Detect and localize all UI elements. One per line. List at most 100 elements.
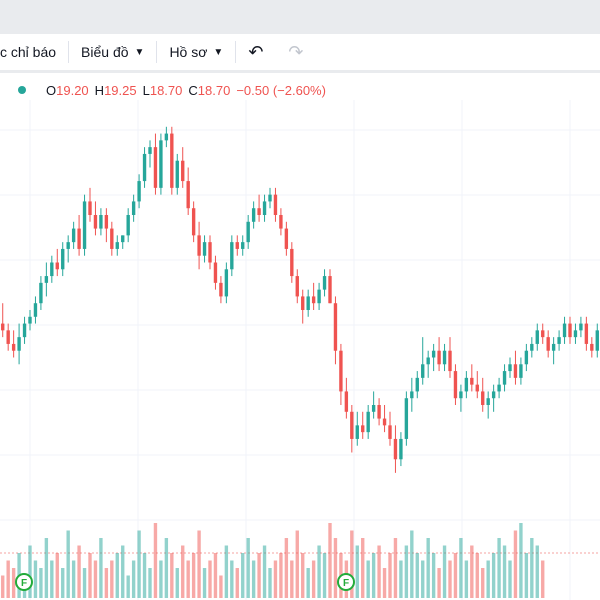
candle-down <box>88 201 92 215</box>
indicators-button[interactable]: c chỉ báo <box>0 34 56 70</box>
candle-up <box>251 208 256 222</box>
candle-down <box>290 248 294 277</box>
volume-bar <box>273 560 278 598</box>
volume-bar <box>115 553 119 598</box>
volume-bar <box>317 545 321 598</box>
candle-down <box>11 343 16 351</box>
volume-bar <box>464 560 469 598</box>
volume-bar <box>28 545 32 598</box>
volume-bar <box>535 545 539 598</box>
volume-bar <box>279 553 283 598</box>
volume-bar <box>126 575 130 598</box>
candle-up <box>579 323 583 331</box>
high-value: 19.25 <box>104 82 137 98</box>
volume-bar <box>246 538 250 598</box>
volume-bar <box>361 538 365 598</box>
candle-up <box>562 323 567 338</box>
candle-up <box>33 303 38 317</box>
volume-bar <box>202 568 207 598</box>
candle-up <box>497 384 501 392</box>
profile-button[interactable]: Hồ sơ ▼ <box>169 34 223 70</box>
toolbar-separator <box>235 41 237 63</box>
candle-down <box>513 364 518 378</box>
volume-bar <box>371 553 376 598</box>
volume-bar <box>475 553 479 598</box>
volume-bar <box>366 560 370 598</box>
candle-down <box>213 262 218 283</box>
candle-up <box>131 201 136 215</box>
volume-bar <box>508 560 512 598</box>
candle-up <box>431 350 436 358</box>
candle-up <box>426 357 430 365</box>
close-label: C <box>188 82 198 98</box>
candle-down <box>568 323 572 338</box>
candle-up <box>502 371 507 385</box>
volume-bar <box>66 530 70 598</box>
candle-down <box>546 337 550 351</box>
candle-up <box>28 316 32 324</box>
change-value: −0.50 (−2.60%) <box>236 82 326 98</box>
redo-icon[interactable]: ↷ <box>288 41 304 62</box>
profile-label: Hồ sơ <box>169 44 208 60</box>
chart-type-button[interactable]: Biểu đồ ▼ <box>81 34 144 70</box>
volume-bar <box>33 560 38 598</box>
high-label: H <box>94 82 105 98</box>
candle-up <box>148 147 152 154</box>
volume-bar <box>486 560 490 598</box>
candle-down <box>186 181 190 209</box>
candle-down <box>197 235 201 256</box>
candle-down <box>191 208 196 236</box>
candle-up <box>44 276 49 283</box>
volume-bar <box>393 538 398 598</box>
close-value: 18.70 <box>197 82 231 98</box>
candle-up <box>246 221 250 243</box>
candle-up <box>459 391 463 399</box>
chart-toolbar: c chỉ báo Biểu đồ ▼ Hồ sơ ▼ ↶ ↷ <box>0 34 600 73</box>
candle-up <box>137 181 141 202</box>
candle-up <box>39 282 43 304</box>
candle-up <box>121 235 125 243</box>
indicators-label: c chỉ báo <box>0 44 57 60</box>
volume-bar <box>186 560 190 598</box>
volume-bar <box>541 560 545 598</box>
volume-bar <box>481 568 485 598</box>
candle-down <box>1 323 5 331</box>
volume-bar <box>191 553 196 598</box>
volume-bar <box>497 538 501 598</box>
volume-bar <box>257 553 261 598</box>
volume-bar <box>426 538 430 598</box>
candle-down <box>344 391 349 412</box>
volume-bar <box>61 568 65 598</box>
chevron-down-icon: ▼ <box>134 46 145 58</box>
volume-bar <box>524 553 529 598</box>
candle-up <box>115 242 119 249</box>
event-marker-f-icon[interactable]: F <box>337 573 355 591</box>
volume-bar <box>159 560 163 598</box>
undo-icon[interactable]: ↶ <box>248 41 264 62</box>
chart-type-label: Biểu đồ <box>81 44 129 60</box>
candle-down <box>470 377 474 385</box>
candle-up <box>230 242 234 270</box>
candle-down <box>104 215 109 229</box>
candle-down <box>311 296 316 304</box>
event-marker-label: F <box>343 578 349 589</box>
candle-down <box>361 425 365 433</box>
event-marker-f-icon[interactable]: F <box>15 573 33 591</box>
candle-down <box>257 208 261 215</box>
candle-down <box>448 350 452 372</box>
volume-bar <box>55 553 59 598</box>
toolbar-separator <box>156 41 158 63</box>
volume-bar <box>44 538 49 598</box>
candle-up <box>175 160 179 188</box>
volume-bar <box>382 568 387 598</box>
ohlc-legend: O 19.20 H 19.25 L 18.70 C 18.70 −0.50 (−2.60… <box>0 80 332 100</box>
volume-bar <box>442 545 447 598</box>
candle-up <box>159 140 163 188</box>
candle-down <box>590 343 594 351</box>
candle-down <box>153 147 158 188</box>
open-value: 19.20 <box>56 82 89 98</box>
volume-bar <box>11 568 16 598</box>
candle-up <box>557 337 561 344</box>
volume-bar <box>502 545 507 598</box>
